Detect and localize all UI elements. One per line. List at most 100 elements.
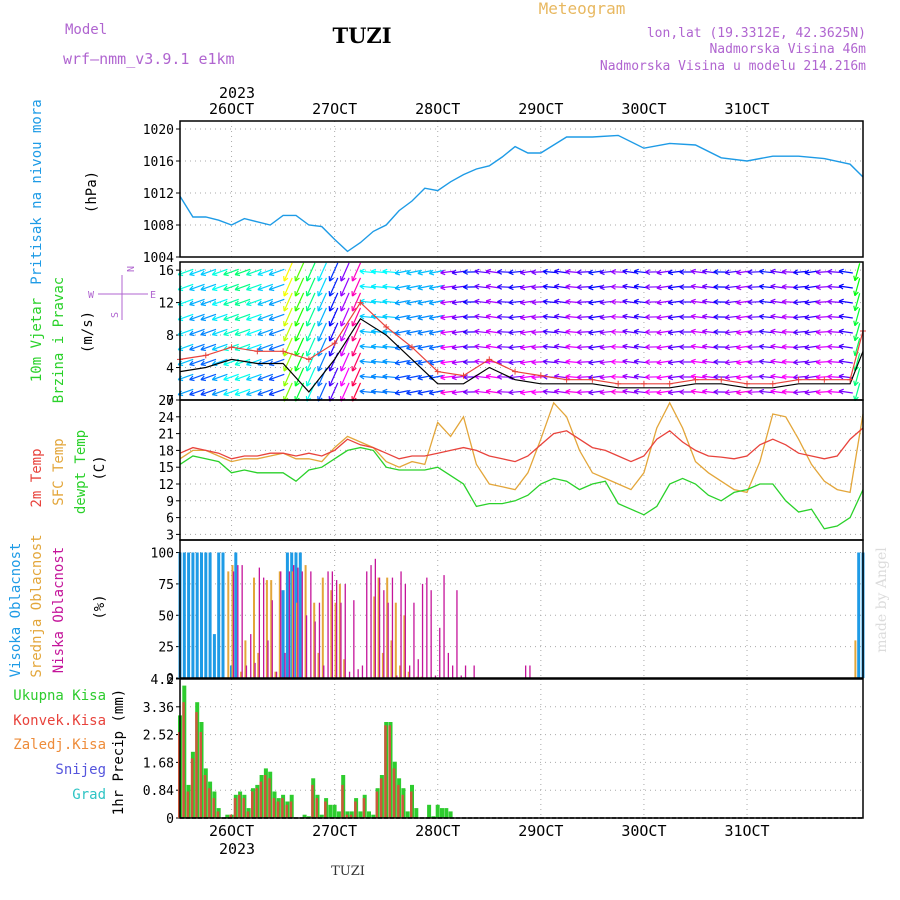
model-label: Model [65, 22, 107, 38]
wind-arrow [854, 368, 861, 386]
wind-arrow [283, 277, 293, 297]
wind-arrow-head [223, 330, 228, 336]
wind-arrow-head [565, 300, 571, 305]
wind-arrow-head [690, 388, 696, 392]
wind-arrow-head [702, 390, 707, 395]
footer-station: TUZI [331, 864, 365, 879]
precip-bar-conv [233, 798, 237, 818]
wind-arrow-head [508, 299, 514, 304]
precip-bar-conv [182, 702, 185, 818]
wind-arrow-head [576, 299, 582, 303]
wind-arrow-head [451, 329, 457, 334]
wind-arrow [440, 390, 455, 394]
precip-bar-total [444, 808, 449, 818]
cloud-bar-mid [253, 577, 255, 678]
wind-arrow-head [853, 320, 856, 326]
wind-arrow-head [474, 270, 480, 275]
wind-arrow [520, 390, 535, 394]
wind-arrow-head [793, 269, 798, 274]
wind-arrow [854, 293, 861, 311]
wind-arrow-head [781, 283, 787, 288]
wind-arrow-head [519, 284, 525, 289]
wind-arrow-head [747, 389, 753, 393]
precip-bar-conv [397, 784, 400, 818]
wind-arrow-head [485, 285, 491, 290]
wind-arrow-head [406, 317, 412, 321]
wind-arrow-head [770, 388, 776, 392]
watermark: made by Angel [874, 547, 890, 653]
wind-arrow [283, 352, 293, 372]
precip-bar-conv [345, 814, 348, 818]
wind-arrow [223, 328, 239, 336]
cloud-ylabel-unit: (%) [92, 594, 108, 619]
temp-ytick-label: 21 [158, 428, 174, 443]
wind-arrow [542, 360, 557, 364]
cloud-bar-mid [321, 577, 324, 678]
wind-arrow-head [508, 347, 514, 351]
wind-arrow [294, 277, 305, 297]
wind-arrow [351, 307, 362, 327]
precip-frame [179, 678, 864, 819]
wind-arrow-head [554, 328, 560, 332]
wind-arrow-head [474, 313, 480, 317]
wind-arrow [474, 285, 489, 289]
wind-arrow [417, 360, 432, 364]
wind-arrow-head [211, 375, 217, 381]
wind-arrow-head [554, 330, 559, 335]
cloud-frame [179, 539, 864, 679]
wind-arrow-head [838, 330, 844, 335]
wind-arrow-head [340, 367, 346, 372]
wind-arrow [725, 390, 740, 394]
precip-bar-conv [238, 794, 241, 818]
wind-arrow [306, 367, 316, 387]
wind-arrow-head [474, 328, 480, 332]
wind-arrow-head [679, 346, 685, 350]
wind-arrow-head [838, 390, 844, 395]
wind-arrow-head [554, 283, 560, 287]
wind-arrow-head [189, 274, 195, 277]
wind-arrow-head [211, 315, 217, 321]
wind-arrow [234, 388, 251, 396]
wind-arrow-head [406, 377, 412, 381]
wind-arrow-head [679, 301, 685, 305]
wind-arrow-head [212, 289, 218, 292]
wind-arrow-head [599, 299, 605, 304]
wind-arrow [294, 262, 305, 282]
wind-arrow-head [417, 299, 423, 304]
wind-arrow-head [406, 392, 412, 396]
wind-arrow-head [793, 392, 799, 396]
wind-arrow-head [656, 284, 662, 289]
wind-arrow-head [576, 346, 582, 351]
wind-arrow-head [451, 272, 457, 276]
wind-arrow-head [724, 377, 731, 381]
wind-arrow-head [793, 299, 798, 304]
wind-arrow-head [428, 329, 434, 334]
wind-arrow-head [770, 268, 776, 272]
wind-arrow-head [815, 301, 821, 306]
wind-arrow-head [223, 364, 229, 367]
wind-arrow [725, 360, 740, 364]
wind-arrow-head [394, 389, 400, 394]
wind-arrow-head [702, 283, 708, 287]
wind-arrow [804, 300, 819, 304]
wind-arrow-head [645, 374, 651, 378]
cloud-bar-low [241, 565, 243, 678]
wind-arrow-head [257, 394, 263, 397]
wind-arrow [770, 315, 785, 319]
cloud-bar-low [439, 627, 441, 678]
wind-arrow [542, 270, 557, 274]
wind-arrow-head [576, 359, 582, 363]
wind-arrow-head [200, 285, 205, 291]
wind-arrow-head [565, 283, 571, 287]
wind-arrow-head [382, 375, 388, 380]
wind-arrow-head [200, 379, 206, 382]
wind-arrow [804, 375, 819, 379]
wind-arrow-head [815, 316, 821, 321]
wind-arrow [234, 298, 251, 306]
wind-arrow-head [542, 270, 548, 275]
wind-arrow [577, 346, 592, 348]
wind-arrow-head [781, 391, 787, 395]
cloud-bar-low [254, 662, 256, 678]
wind-arrow [577, 316, 592, 318]
wind-arrow-head [497, 283, 503, 288]
